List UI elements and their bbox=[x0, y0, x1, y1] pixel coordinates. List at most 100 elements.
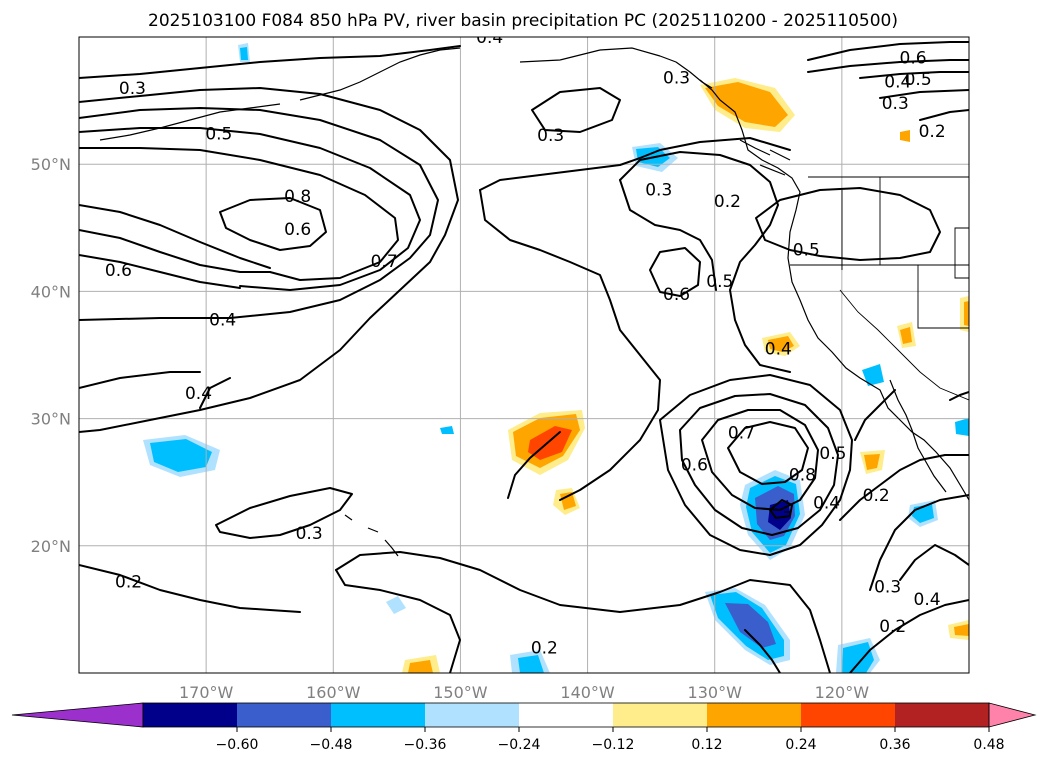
latitude-tick-label: 40°N bbox=[31, 282, 71, 301]
contour-labels: 0.30.50.80.60.6 0.70.40.40.30.20.30.30.30… bbox=[105, 37, 946, 659]
colorbar-segment bbox=[613, 703, 708, 727]
pv-contour-line bbox=[859, 71, 969, 79]
contour-value-label: 0.3 bbox=[119, 79, 146, 99]
contour-value-label: 0.4 bbox=[765, 340, 792, 360]
pv-contour-line bbox=[869, 494, 969, 591]
negative-precip-patch bbox=[725, 603, 776, 648]
colorbar-segment bbox=[895, 703, 990, 727]
pv-contour-line bbox=[79, 204, 271, 269]
longitude-tick-label: 160°W bbox=[306, 683, 361, 702]
contour-value-label: 0.4 bbox=[209, 310, 236, 330]
pv-contour-line bbox=[727, 421, 809, 485]
contour-value-label: 0.8 bbox=[284, 187, 311, 207]
contour-value-label: 0.6 bbox=[105, 261, 132, 281]
pv-contour-line bbox=[335, 551, 831, 673]
positive-precip-patch bbox=[964, 301, 969, 326]
figure-title: 2025103100 F084 850 hPa PV, river basin … bbox=[148, 11, 898, 31]
contour-value-label: 0.2 bbox=[714, 192, 741, 212]
negative-precip-patch bbox=[955, 418, 969, 436]
contour-value-label: 0.6 bbox=[663, 285, 690, 305]
pv-contour-line bbox=[79, 229, 271, 273]
pv-contour-line bbox=[79, 371, 201, 389]
positive-precip-patch bbox=[900, 130, 910, 142]
negative-precip-patch bbox=[386, 596, 406, 614]
colorbar-extend-high bbox=[988, 702, 1037, 728]
contour-value-label: 0.4 bbox=[884, 73, 911, 93]
pv-contour-line bbox=[531, 87, 621, 133]
colorbar-tick-label: −0.12 bbox=[592, 737, 635, 753]
pv-contour-line bbox=[335, 569, 461, 673]
contour-value-label: 0.7 bbox=[728, 424, 755, 444]
colorbar-segment bbox=[707, 703, 802, 727]
pv-contour-line bbox=[854, 389, 896, 441]
pv-contour-line bbox=[899, 544, 969, 581]
contour-value-label: 0.3 bbox=[874, 578, 901, 598]
pv-contour-line bbox=[79, 254, 241, 289]
contour-value-label: 0.6 bbox=[900, 48, 927, 68]
contour-value-label: 0.3 bbox=[663, 69, 690, 89]
pv-contour-line bbox=[619, 179, 717, 291]
colorbar-tick-label: −0.48 bbox=[310, 737, 353, 753]
positive-precip-patch bbox=[864, 454, 880, 470]
coastlines bbox=[99, 47, 969, 557]
contour-value-label: 0.6 bbox=[681, 455, 708, 475]
contour-value-label: 0.5 bbox=[905, 70, 932, 90]
colorbar-tick-label: −0.24 bbox=[498, 737, 541, 753]
colorbar-tick-label: −0.36 bbox=[404, 737, 447, 753]
contour-value-label: 0.4 bbox=[914, 590, 941, 610]
colorbar-segment bbox=[143, 703, 238, 727]
pv-contour-line bbox=[479, 189, 661, 501]
colorbar-tick-label: 0.24 bbox=[785, 737, 816, 753]
pv-contour-line bbox=[79, 87, 459, 433]
pv-contour-line bbox=[879, 89, 969, 99]
contour-value-label: 0.5 bbox=[205, 125, 232, 145]
positive-precip-patch bbox=[768, 336, 794, 352]
contour-value-label: 0.3 bbox=[296, 524, 323, 544]
positive-precip-patch bbox=[705, 82, 788, 127]
negative-precip-patch bbox=[150, 439, 212, 472]
contour-value-label: 0.5 bbox=[706, 272, 733, 292]
colorbar-frame bbox=[142, 702, 990, 728]
map-frame bbox=[78, 36, 970, 674]
contour-value-label: 0.4 bbox=[185, 384, 212, 404]
colorbar: −0.60 −0.48 −0.36 −0.24 −0.12 0.12 0.24 0.36 0.4… bbox=[11, 702, 1037, 753]
pv-contour-line bbox=[507, 431, 561, 499]
colorbar-tick-label: −0.60 bbox=[216, 737, 259, 753]
colorbar-tick-label: 0.12 bbox=[691, 737, 722, 753]
pv-contour-line bbox=[79, 107, 439, 321]
pv-contour-line bbox=[744, 629, 781, 673]
colorbar-segment bbox=[237, 703, 332, 727]
pv-contour-line bbox=[649, 247, 701, 297]
pv-contour-line bbox=[479, 137, 791, 191]
contour-value-label: 0.5 bbox=[793, 240, 820, 260]
pv-contour-line bbox=[769, 499, 793, 519]
colorbar-segment bbox=[425, 703, 520, 727]
positive-precip-patch bbox=[900, 327, 912, 344]
map-panel: 0.30.50.80.60.6 0.70.40.40.30.20.30.30.30… bbox=[79, 37, 969, 673]
negative-precip-patch bbox=[842, 642, 874, 673]
positive-precip-patch bbox=[560, 492, 576, 510]
contour-value-label: 0.2 bbox=[879, 617, 906, 637]
colorbar-tick-label: 0.48 bbox=[973, 737, 1004, 753]
pv-contour-line bbox=[919, 109, 969, 121]
colorbar-segment bbox=[331, 703, 426, 727]
contour-value-label: 0.2 bbox=[531, 639, 558, 659]
pv-contour-line bbox=[619, 151, 791, 373]
pv-contour-line bbox=[215, 487, 353, 539]
pv-contour-line bbox=[807, 59, 969, 73]
latitude-tick-label: 20°N bbox=[31, 537, 71, 556]
longitude-tick-label: 150°W bbox=[433, 683, 488, 702]
negative-precip-patch bbox=[518, 655, 544, 673]
pv-contour-line bbox=[755, 187, 941, 261]
negative-precip-patch bbox=[240, 47, 248, 60]
pv-contour-line bbox=[807, 41, 969, 61]
negative-precip-patch bbox=[862, 364, 884, 386]
colorbar-tick-label: 0.36 bbox=[879, 737, 910, 753]
positive-precip-patch bbox=[954, 624, 969, 636]
pv-contour-line bbox=[199, 377, 231, 409]
positive-precip-patch bbox=[408, 660, 433, 673]
longitude-tick-label: 170°W bbox=[179, 683, 234, 702]
pv-contours bbox=[79, 41, 969, 673]
negative-precip-patch bbox=[440, 426, 454, 434]
